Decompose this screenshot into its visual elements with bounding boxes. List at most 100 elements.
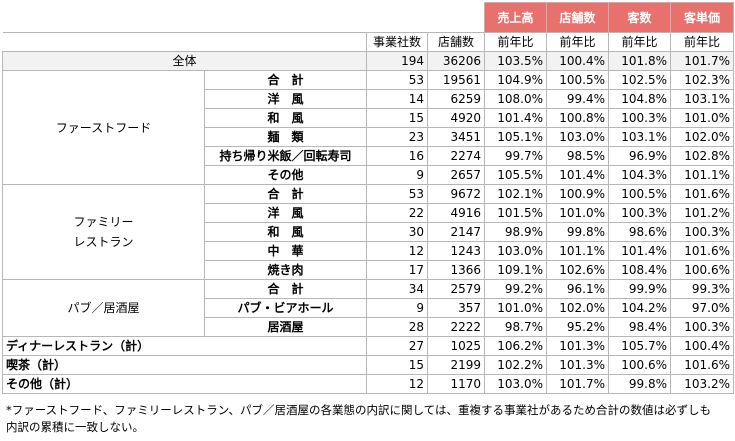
yoy-cell: 100.3% xyxy=(608,108,671,128)
yoy-cell: 98.6% xyxy=(608,222,671,242)
yoy-cell: 105.5% xyxy=(484,165,547,185)
total-label: 全体 xyxy=(2,51,367,71)
row-label: 合 計 xyxy=(204,184,367,204)
yoy-cell: 101.4% xyxy=(546,165,609,185)
yoy-cell: 103.2% xyxy=(670,374,734,394)
yoy-cell: 104.3% xyxy=(608,165,671,185)
companies-cell: 22 xyxy=(366,203,428,223)
table-row: パブ・ビアホール 9 357 101.0% 102.0% 104.2% 97.0% xyxy=(3,298,734,318)
yoy-cell: 103.0% xyxy=(484,374,547,394)
row-label: 洋 風 xyxy=(204,89,367,109)
yoy-cell: 101.4% xyxy=(484,108,547,128)
sales-table: 売上高 店舗数 客数 客単価 事業社数 店舗数 前年比 前年比 前年比 前年比 … xyxy=(2,2,734,394)
yoy-cell: 102.8% xyxy=(670,146,734,166)
stores-cell: 1243 xyxy=(427,241,485,261)
col-yoy-customers: 前年比 xyxy=(608,32,671,52)
yoy-cell: 104.8% xyxy=(608,89,671,109)
companies-cell: 12 xyxy=(366,374,428,394)
yoy-cell: 101.3% xyxy=(546,336,609,356)
yoy-cell: 99.4% xyxy=(546,89,609,109)
row-label: 麺 類 xyxy=(204,127,367,147)
table-row: 持ち帰り米飯／回転寿司 16 2274 99.7% 98.5% 96.9% 102.8% xyxy=(3,146,734,166)
yoy-cell: 103.1% xyxy=(670,89,734,109)
yoy-cell: 96.9% xyxy=(608,146,671,166)
row-label: ディナーレストラン（計） xyxy=(2,336,367,356)
total-sales: 103.5% xyxy=(484,51,547,71)
yoy-cell: 100.3% xyxy=(670,222,734,242)
header-metrics-row: 売上高 店舗数 客数 客単価 xyxy=(2,2,734,33)
yoy-cell: 109.1% xyxy=(484,260,547,280)
row-label: 居酒屋 xyxy=(204,317,367,337)
yoy-cell: 101.6% xyxy=(670,184,734,204)
group-label: パブ／居酒屋 xyxy=(2,279,205,337)
row-label: 合 計 xyxy=(204,70,367,90)
stores-cell: 4920 xyxy=(427,108,485,128)
group-label: ファミリー レストラン xyxy=(2,184,205,280)
group-label-line: レストラン xyxy=(73,235,134,249)
header-blank xyxy=(2,2,485,33)
yoy-cell: 101.7% xyxy=(546,374,609,394)
yoy-cell: 99.8% xyxy=(546,222,609,242)
yoy-cell: 99.2% xyxy=(484,279,547,299)
companies-cell: 28 xyxy=(366,317,428,337)
col-yoy-sales: 前年比 xyxy=(484,32,547,52)
companies-cell: 23 xyxy=(366,127,428,147)
table-row: ファーストフード合 計 53 19561 104.9% 100.5% 102.5% 102.… xyxy=(2,70,734,185)
companies-cell: 9 xyxy=(366,165,428,185)
yoy-cell: 105.7% xyxy=(608,336,671,356)
row-label: パブ・ビアホール xyxy=(204,298,367,318)
stores-cell: 2579 xyxy=(427,279,485,299)
companies-cell: 27 xyxy=(366,336,428,356)
yoy-cell: 102.3% xyxy=(670,70,734,90)
yoy-cell: 101.5% xyxy=(484,203,547,223)
row-label: 中 華 xyxy=(204,241,367,261)
yoy-cell: 99.7% xyxy=(484,146,547,166)
yoy-cell: 100.3% xyxy=(608,203,671,223)
table-row: 麺 類 23 3451 105.1% 103.0% 103.1% 102.0% xyxy=(3,127,734,147)
row-label: その他 xyxy=(204,165,367,185)
stores-cell: 2222 xyxy=(427,317,485,337)
yoy-cell: 105.1% xyxy=(484,127,547,147)
companies-cell: 14 xyxy=(366,89,428,109)
yoy-cell: 102.6% xyxy=(546,260,609,280)
table-row: ディナーレストラン（計） 27 1025 106.2% 101.3% 105.7% 100.… xyxy=(2,336,734,356)
yoy-cell: 104.2% xyxy=(608,298,671,318)
companies-cell: 17 xyxy=(366,260,428,280)
yoy-cell: 103.0% xyxy=(546,127,609,147)
yoy-cell: 101.0% xyxy=(484,298,547,318)
header-sub-row: 事業社数 店舗数 前年比 前年比 前年比 前年比 xyxy=(2,32,734,52)
footnote-line: 内訳の累積に一致しない。 xyxy=(6,420,144,434)
stores-cell: 357 xyxy=(427,298,485,318)
companies-cell: 16 xyxy=(366,146,428,166)
stores-cell: 1025 xyxy=(427,336,485,356)
header-blank-2 xyxy=(2,32,367,52)
yoy-cell: 101.1% xyxy=(670,165,734,185)
yoy-cell: 101.3% xyxy=(546,355,609,375)
stores-cell: 9672 xyxy=(427,184,485,204)
metric-customers: 客数 xyxy=(608,2,671,33)
yoy-cell: 99.3% xyxy=(670,279,734,299)
yoy-cell: 101.4% xyxy=(608,241,671,261)
col-yoy-spend: 前年比 xyxy=(670,32,734,52)
total-stores: 36206 xyxy=(427,51,485,71)
metric-sales: 売上高 xyxy=(484,2,547,33)
row-label: 焼き肉 xyxy=(204,260,367,280)
col-companies: 事業社数 xyxy=(366,32,428,52)
yoy-cell: 99.9% xyxy=(608,279,671,299)
total-companies: 194 xyxy=(366,51,428,71)
companies-cell: 9 xyxy=(366,298,428,318)
yoy-cell: 101.1% xyxy=(546,241,609,261)
yoy-cell: 101.6% xyxy=(670,241,734,261)
stores-cell: 1170 xyxy=(427,374,485,394)
yoy-cell: 102.0% xyxy=(546,298,609,318)
table-row: 喫茶（計） 15 2199 102.2% 101.3% 100.6% 101.6% xyxy=(2,355,734,375)
yoy-cell: 100.5% xyxy=(546,70,609,90)
table-row: ファミリー レストラン合 計 53 9672 102.1% 100.9% 100.5% 101… xyxy=(2,184,734,280)
yoy-cell: 103.0% xyxy=(484,241,547,261)
yoy-cell: 101.6% xyxy=(670,355,734,375)
companies-cell: 15 xyxy=(366,355,428,375)
yoy-cell: 100.6% xyxy=(670,260,734,280)
yoy-cell: 99.8% xyxy=(608,374,671,394)
companies-cell: 12 xyxy=(366,241,428,261)
table-row: その他（計） 12 1170 103.0% 101.7% 99.8% 103.2% xyxy=(2,374,734,394)
